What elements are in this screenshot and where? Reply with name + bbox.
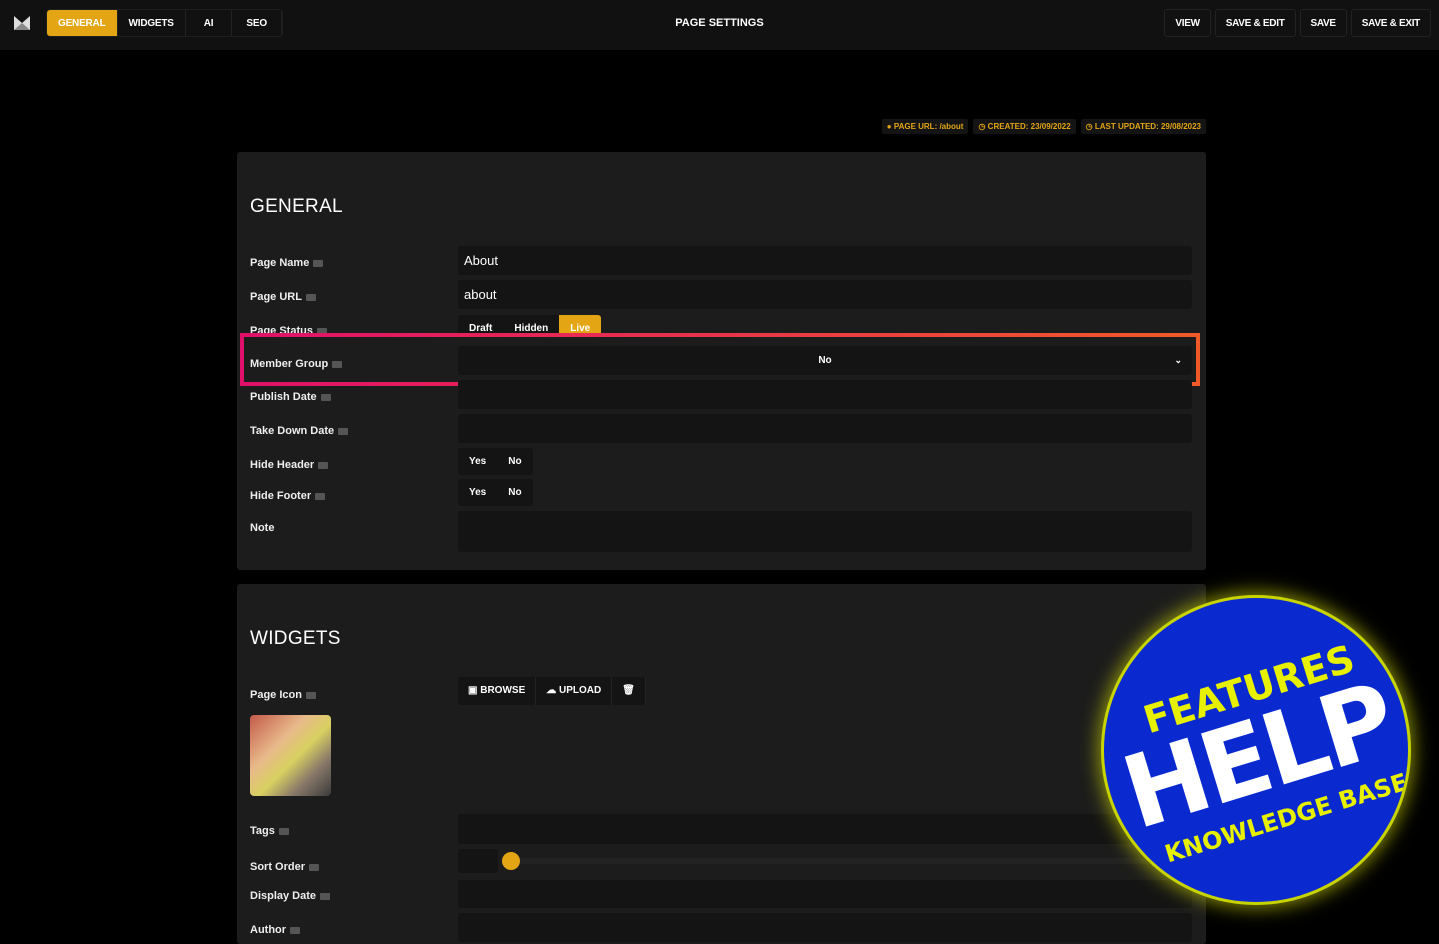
page-url-text: PAGE URL: /about xyxy=(893,122,964,131)
info-icon[interactable] xyxy=(290,926,301,934)
slider-thumb[interactable] xyxy=(502,852,520,870)
info-icon[interactable] xyxy=(313,259,324,267)
sort-order-input[interactable] xyxy=(458,849,498,873)
info-icon[interactable] xyxy=(315,492,326,500)
tab-ai[interactable]: AI xyxy=(186,10,233,36)
hide-header-yes[interactable]: Yes xyxy=(469,456,487,467)
image-file-icon: ▣ xyxy=(468,685,478,696)
author-label: Author xyxy=(250,924,301,936)
created-tag: ◷ CREATED: 23/09/2022 xyxy=(973,119,1076,134)
tab-widgets[interactable]: WIDGETS xyxy=(118,10,186,36)
page-icon-label: Page Icon xyxy=(250,689,316,701)
page-url-input[interactable]: about xyxy=(458,280,1192,309)
tab-bar: GENERAL WIDGETS AI SEO xyxy=(46,9,283,37)
globe-icon: ● xyxy=(886,122,892,131)
hide-footer-no[interactable]: No xyxy=(508,487,522,498)
clock-icon: ◷ xyxy=(978,122,986,131)
info-icon[interactable] xyxy=(338,427,349,435)
info-icon[interactable] xyxy=(305,293,316,301)
browse-label: BROWSE xyxy=(480,685,526,696)
page-icon-buttons: ▣ BROWSE ☁ UPLOAD 🗑 xyxy=(458,677,646,705)
page-name-input[interactable]: About xyxy=(458,246,1192,275)
badge-text: FEATURES HELP KNOWLEDGE BASE xyxy=(1104,598,1408,902)
label-text: Page Icon xyxy=(250,689,302,701)
publish-date-input[interactable] xyxy=(458,380,1192,409)
trash-icon: 🗑 xyxy=(622,685,635,696)
label-text: Tags xyxy=(250,825,275,837)
updated-text: LAST UPDATED: 29/08/2023 xyxy=(1094,122,1201,131)
label-text: Author xyxy=(250,924,287,936)
info-icon[interactable] xyxy=(278,827,289,835)
publish-date-label: Publish Date xyxy=(250,391,331,403)
widgets-heading: WIDGETS xyxy=(250,628,341,649)
label-text: Hide Header xyxy=(250,459,315,471)
upload-button[interactable]: ☁ UPLOAD xyxy=(536,677,613,705)
view-button[interactable]: VIEW xyxy=(1164,9,1211,37)
info-icon[interactable] xyxy=(309,863,320,871)
page-url-label: Page URL xyxy=(250,291,316,303)
hide-header-no[interactable]: No xyxy=(508,456,522,467)
author-input[interactable] xyxy=(458,913,1192,942)
general-heading: GENERAL xyxy=(250,196,343,217)
status-draft[interactable]: Draft xyxy=(469,323,493,334)
updated-tag: ◷ LAST UPDATED: 29/08/2023 xyxy=(1080,119,1206,134)
page-name-label: Page Name xyxy=(250,257,324,269)
tags-input[interactable] xyxy=(458,814,1192,844)
hide-footer-yes[interactable]: Yes xyxy=(469,487,487,498)
tab-general[interactable]: GENERAL xyxy=(47,10,118,36)
display-date-label: Display Date xyxy=(250,890,331,902)
hide-footer-toggle: Yes No xyxy=(458,479,533,506)
hide-footer-label: Hide Footer xyxy=(250,490,326,502)
cloud-upload-icon: ☁ xyxy=(546,685,557,696)
upload-label: UPLOAD xyxy=(559,685,602,696)
label-text: Publish Date xyxy=(250,391,317,403)
label-text: Take Down Date xyxy=(250,425,335,437)
browse-button[interactable]: ▣ BROWSE xyxy=(458,677,537,705)
save-and-edit-button[interactable]: SAVE & EDIT xyxy=(1214,9,1296,37)
highlight-box xyxy=(240,333,1200,386)
info-icon[interactable] xyxy=(318,461,329,469)
status-hidden[interactable]: Hidden xyxy=(514,323,549,334)
label-text: Page URL xyxy=(250,291,302,303)
info-icon[interactable] xyxy=(320,892,331,900)
action-buttons: VIEW SAVE & EDIT SAVE SAVE & EXIT xyxy=(1164,9,1431,37)
info-icon[interactable] xyxy=(316,327,327,335)
delete-button[interactable]: 🗑 xyxy=(612,677,646,705)
label-text: Display Date xyxy=(250,890,317,902)
page-icon-thumbnail xyxy=(250,715,331,796)
info-icon[interactable] xyxy=(320,393,331,401)
note-label: Note xyxy=(250,522,275,534)
page-meta: ● PAGE URL: /about ◷ CREATED: 23/09/2022… xyxy=(881,119,1206,134)
note-textarea[interactable] xyxy=(458,511,1192,552)
info-icon[interactable] xyxy=(305,691,316,699)
sort-order-label: Sort Order xyxy=(250,861,320,873)
label-text: Sort Order xyxy=(250,861,306,873)
logo-icon[interactable] xyxy=(13,14,31,32)
features-help-badge[interactable]: FEATURES HELP KNOWLEDGE BASE xyxy=(1104,598,1408,902)
page-url-tag: ● PAGE URL: /about xyxy=(881,119,969,134)
display-date-input[interactable] xyxy=(458,880,1192,908)
take-down-date-input[interactable] xyxy=(458,414,1192,443)
hide-header-label: Hide Header xyxy=(250,459,329,471)
tags-label: Tags xyxy=(250,825,289,837)
label-text: Hide Footer xyxy=(250,490,312,502)
created-text: CREATED: 23/09/2022 xyxy=(987,122,1071,131)
sort-order-slider[interactable] xyxy=(515,858,1192,864)
page-title: PAGE SETTINGS xyxy=(675,17,764,29)
clock-icon: ◷ xyxy=(1085,122,1093,131)
tab-seo[interactable]: SEO xyxy=(232,10,282,36)
save-button[interactable]: SAVE xyxy=(1299,9,1347,37)
hide-header-toggle: Yes No xyxy=(458,448,533,475)
take-down-date-label: Take Down Date xyxy=(250,425,349,437)
label-text: Page Name xyxy=(250,257,310,269)
save-and-exit-button[interactable]: SAVE & EXIT xyxy=(1350,9,1431,37)
